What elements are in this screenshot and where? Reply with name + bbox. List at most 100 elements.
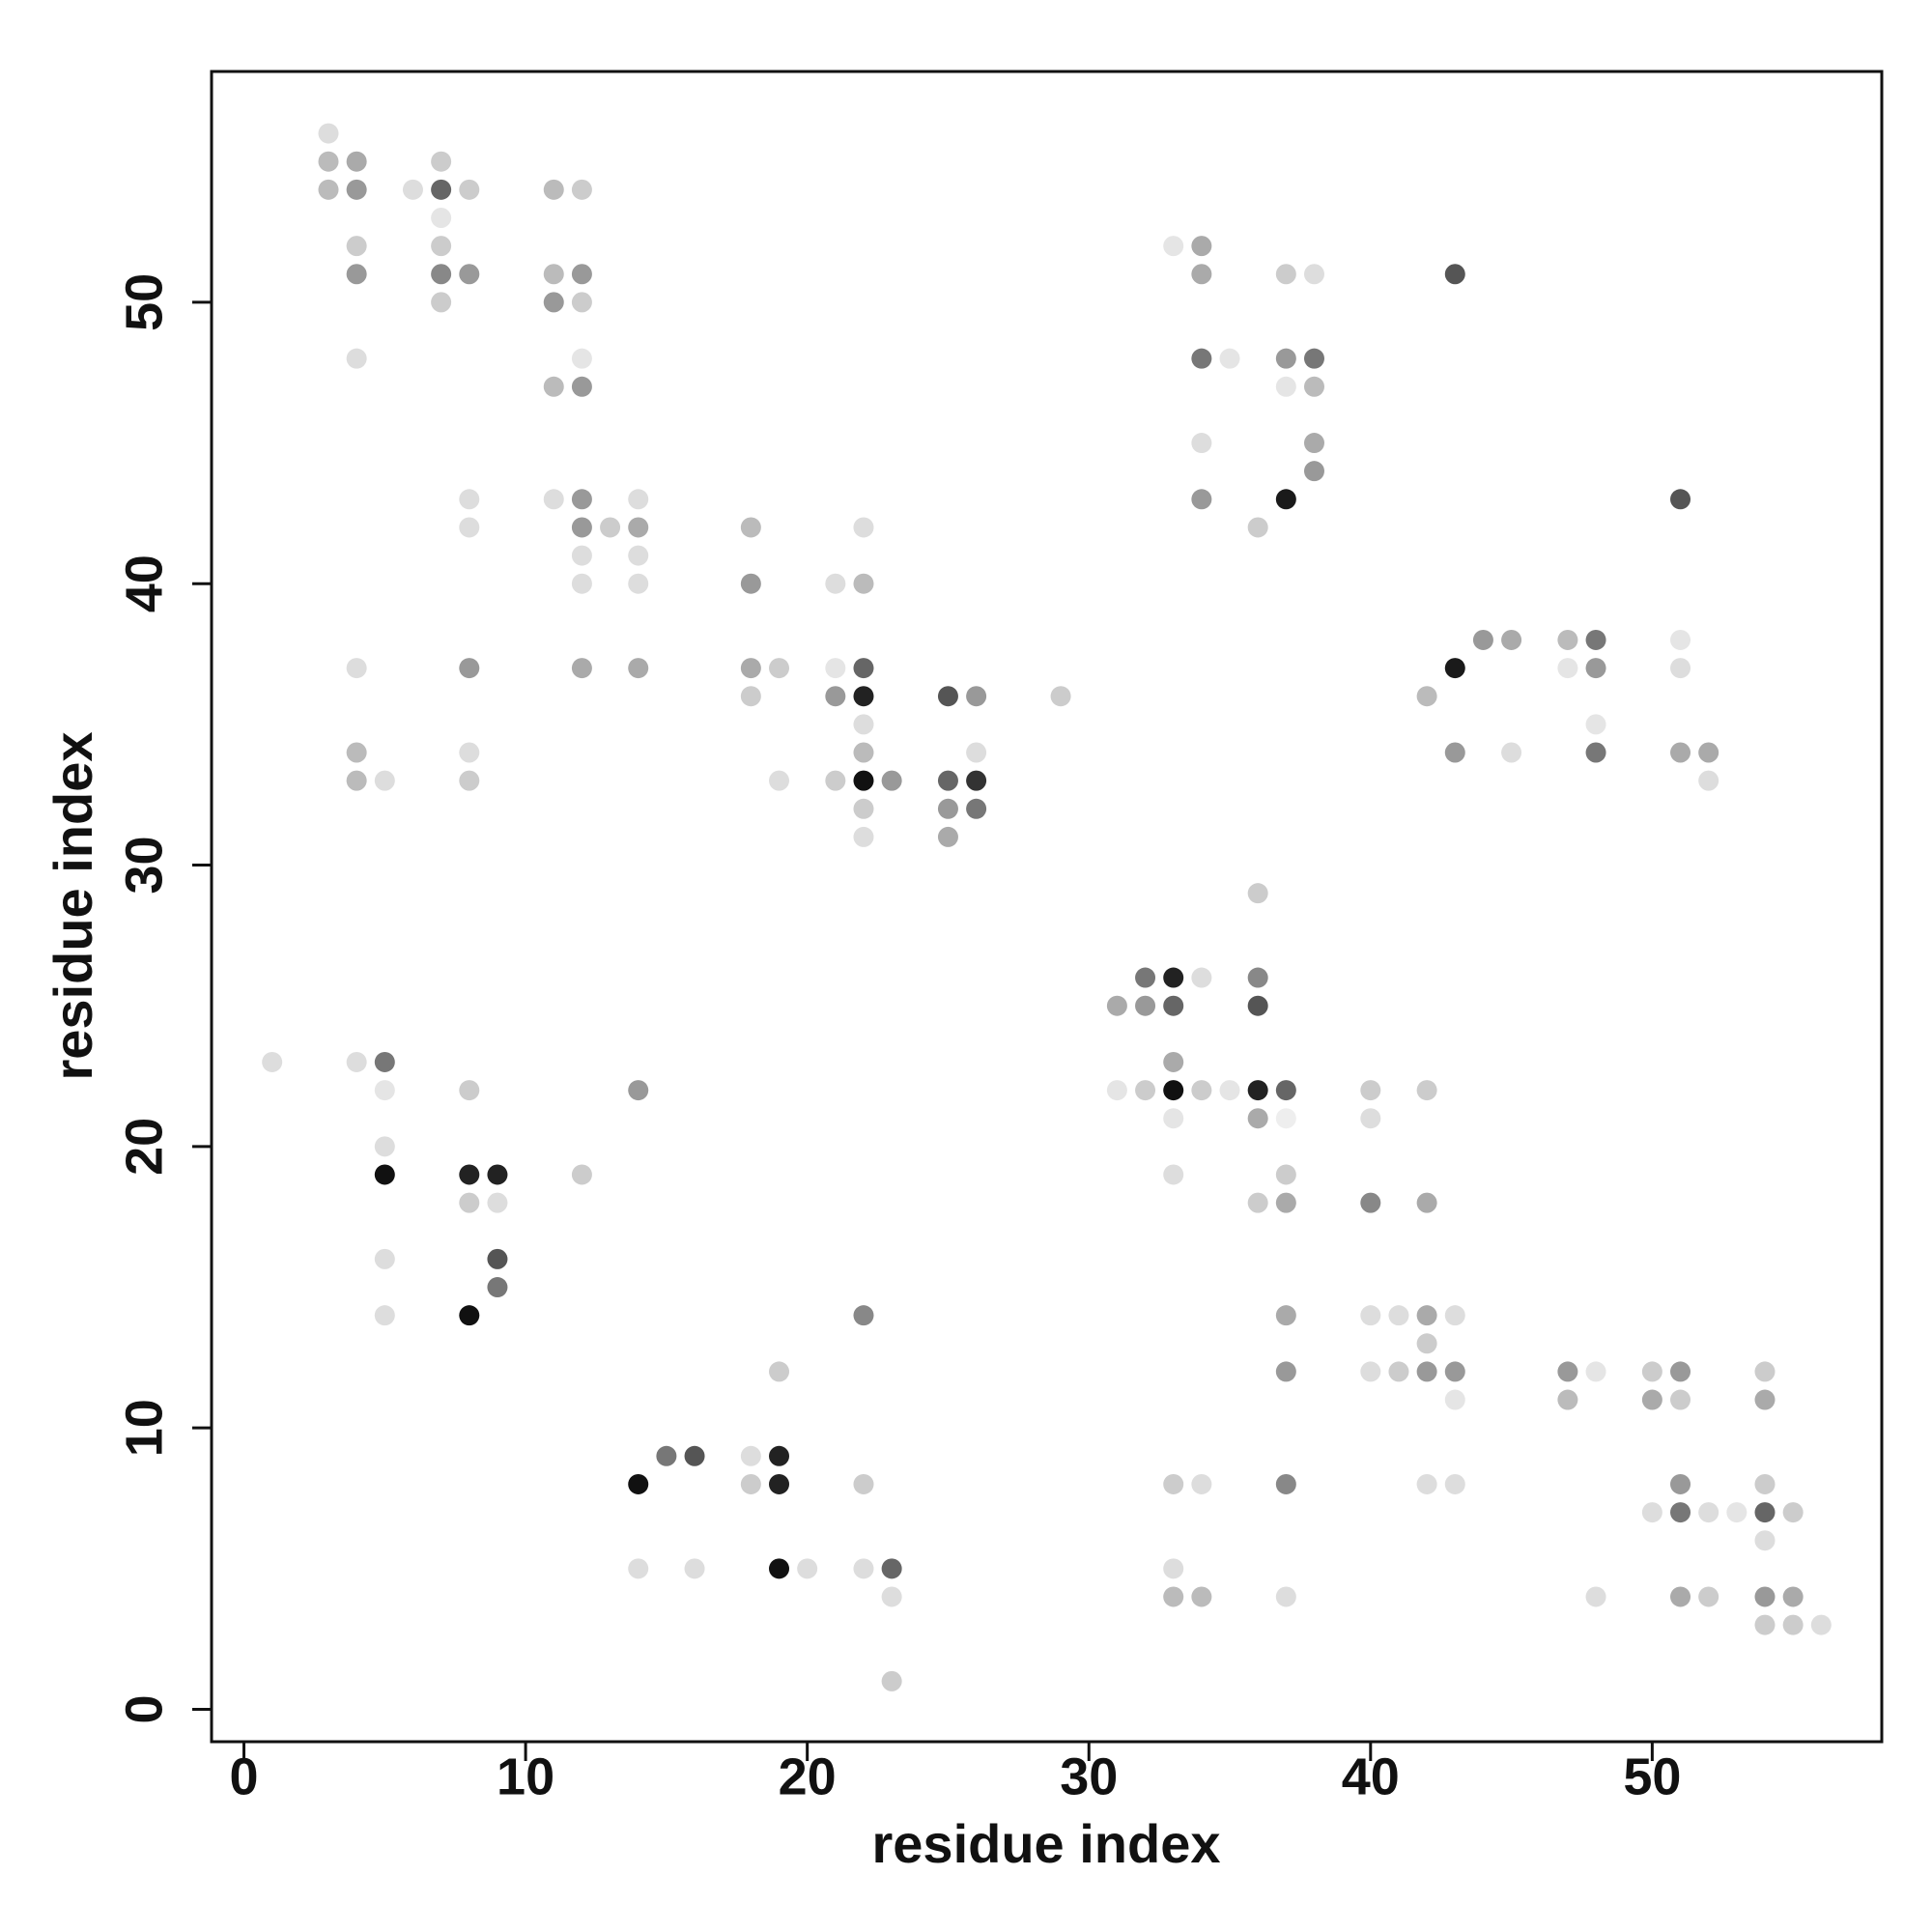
- y-tick-label: 40: [115, 554, 173, 612]
- point: [853, 1473, 874, 1494]
- point: [1472, 629, 1493, 650]
- point: [1163, 995, 1184, 1016]
- x-tick-label: 20: [779, 1747, 837, 1805]
- point: [881, 1670, 902, 1691]
- point: [1416, 686, 1437, 707]
- point: [1106, 1080, 1127, 1101]
- point: [1275, 1108, 1296, 1129]
- point: [966, 770, 987, 791]
- point: [853, 686, 874, 707]
- point: [402, 179, 423, 200]
- point: [1191, 264, 1212, 285]
- point: [1191, 967, 1212, 988]
- point: [1388, 1361, 1409, 1382]
- point: [346, 151, 367, 172]
- point: [1754, 1361, 1776, 1382]
- point: [1275, 264, 1296, 285]
- point: [1275, 1361, 1296, 1382]
- point: [1416, 1333, 1437, 1354]
- point: [937, 686, 958, 707]
- point: [1247, 1108, 1268, 1129]
- point: [1303, 348, 1324, 369]
- point: [1135, 967, 1156, 988]
- point: [937, 798, 958, 819]
- point: [1360, 1361, 1381, 1382]
- point: [1219, 1080, 1240, 1101]
- point: [1135, 1080, 1156, 1101]
- point: [346, 1051, 367, 1072]
- point: [346, 658, 367, 679]
- point: [628, 489, 649, 510]
- point: [346, 264, 367, 285]
- point: [1275, 1192, 1296, 1213]
- point: [571, 264, 592, 285]
- y-axis-label: residue index: [43, 731, 103, 1080]
- y-tick-label: 20: [115, 1118, 173, 1176]
- point: [571, 179, 592, 200]
- point: [853, 714, 874, 735]
- point: [740, 573, 761, 594]
- point: [374, 1051, 395, 1072]
- point: [797, 1558, 818, 1579]
- point: [769, 1473, 790, 1494]
- point: [459, 489, 480, 510]
- point: [1585, 714, 1606, 735]
- point: [1698, 1586, 1719, 1607]
- point: [1275, 1305, 1296, 1326]
- point: [1191, 348, 1212, 369]
- point: [628, 1080, 649, 1101]
- point: [374, 1248, 395, 1269]
- point: [459, 742, 480, 763]
- point: [431, 236, 452, 257]
- point: [1050, 686, 1071, 707]
- point: [459, 1192, 480, 1213]
- point: [1670, 1586, 1691, 1607]
- point: [543, 376, 564, 397]
- point: [740, 686, 761, 707]
- point: [346, 179, 367, 200]
- point: [966, 742, 987, 763]
- point: [853, 826, 874, 847]
- point: [1810, 1614, 1832, 1635]
- x-axis-label: residue index: [871, 1813, 1220, 1874]
- point: [1163, 967, 1184, 988]
- point: [1163, 1080, 1184, 1101]
- point: [740, 517, 761, 538]
- point: [937, 770, 958, 791]
- point: [853, 1305, 874, 1326]
- point: [459, 1164, 480, 1185]
- point: [431, 179, 452, 200]
- point: [628, 573, 649, 594]
- point: [1670, 1361, 1691, 1382]
- point: [1275, 1586, 1296, 1607]
- point: [1247, 883, 1268, 904]
- point: [1163, 236, 1184, 257]
- point: [825, 686, 846, 707]
- point: [346, 770, 367, 791]
- point: [1163, 1051, 1184, 1072]
- point: [1670, 1473, 1691, 1494]
- point: [571, 658, 592, 679]
- point: [1416, 1473, 1437, 1494]
- point: [431, 151, 452, 172]
- point: [1641, 1502, 1662, 1523]
- point: [769, 1558, 790, 1579]
- point: [1585, 742, 1606, 763]
- point: [1275, 1164, 1296, 1185]
- point: [1106, 995, 1127, 1016]
- point: [543, 264, 564, 285]
- point: [459, 770, 480, 791]
- point: [1191, 1586, 1212, 1607]
- point: [262, 1051, 283, 1072]
- point: [1501, 629, 1522, 650]
- point: [1191, 1080, 1212, 1101]
- point: [571, 348, 592, 369]
- point: [571, 489, 592, 510]
- point: [1275, 376, 1296, 397]
- point: [825, 573, 846, 594]
- point: [853, 573, 874, 594]
- point: [656, 1445, 677, 1466]
- point: [571, 573, 592, 594]
